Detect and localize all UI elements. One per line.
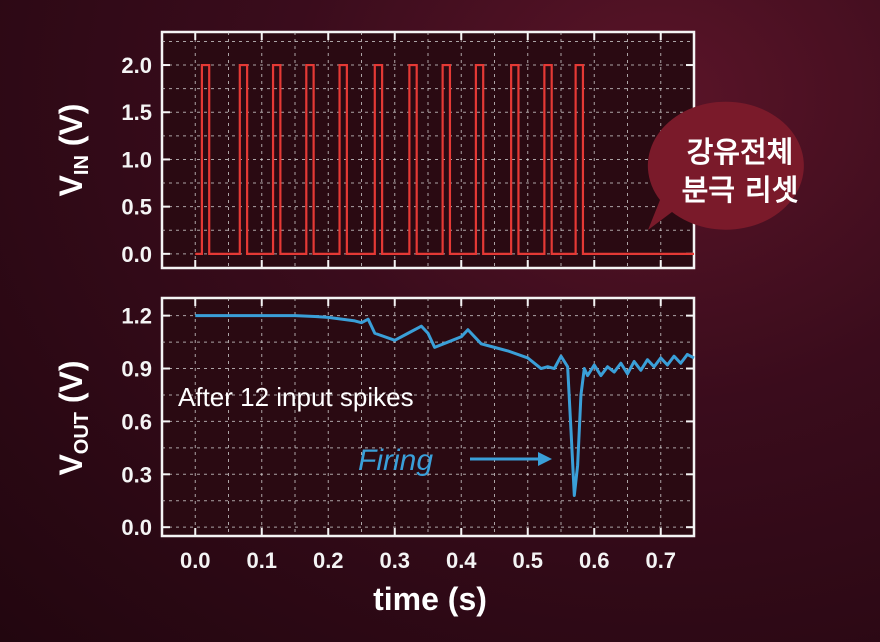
x-axis-label: time (s) — [373, 581, 487, 617]
x-tick-label: 0.0 — [180, 548, 211, 573]
x-tick-label: 0.4 — [446, 548, 477, 573]
x-tick-label: 0.1 — [246, 548, 277, 573]
firing-arrow — [470, 452, 552, 466]
vin-grid — [162, 32, 694, 268]
spikes-annotation: After 12 input spikes — [178, 382, 414, 412]
y-tick-label: 1.2 — [121, 304, 152, 329]
vout-y-axis-label: VOUT (V) — [53, 360, 93, 475]
vin-series-line — [195, 63, 694, 255]
bubble-line-2: 분극 리셋 — [682, 173, 799, 207]
vout-ticks: 0.0 0.1 0.2 0.3 0.4 0.5 0.6 0.7 0.0 0.3 0.6 0.9 1.2 — [121, 298, 694, 573]
y-tick-label: 0.0 — [121, 515, 152, 540]
y-tick-label: 0.5 — [121, 195, 152, 220]
bubble-line-1: 강유전체 — [687, 135, 794, 169]
vin-panel: 0.0 0.5 1.0 1.5 2.0 VIN (V) — [53, 30, 696, 270]
x-tick-label: 0.6 — [579, 548, 610, 573]
y-tick-label: 0.6 — [121, 409, 152, 434]
vin-y-axis-label: VIN (V) — [53, 104, 93, 197]
vout-panel: 0.0 0.1 0.2 0.3 0.4 0.5 0.6 0.70.00.30.60.91.2 … — [53, 296, 696, 617]
y-tick-label: 0.3 — [121, 462, 152, 487]
y-tick-label: 1.5 — [121, 100, 152, 125]
y-tick-label: 1.0 — [121, 147, 152, 172]
y-tick-label: 0.9 — [121, 357, 152, 382]
y-tick-label: 0.0 — [121, 242, 152, 267]
x-tick-label: 0.7 — [645, 548, 676, 573]
speech-bubble-shape — [647, 101, 804, 230]
y-tick-label: 2.0 — [121, 53, 152, 78]
x-tick-label: 0.3 — [379, 548, 410, 573]
x-tick-label: 0.2 — [313, 548, 344, 573]
speech-bubble: 강유전체 분극 리셋 — [647, 101, 804, 230]
x-tick-label: 0.5 — [512, 548, 543, 573]
firing-annotation: Firing — [358, 444, 433, 477]
vout-series-line — [195, 314, 695, 497]
